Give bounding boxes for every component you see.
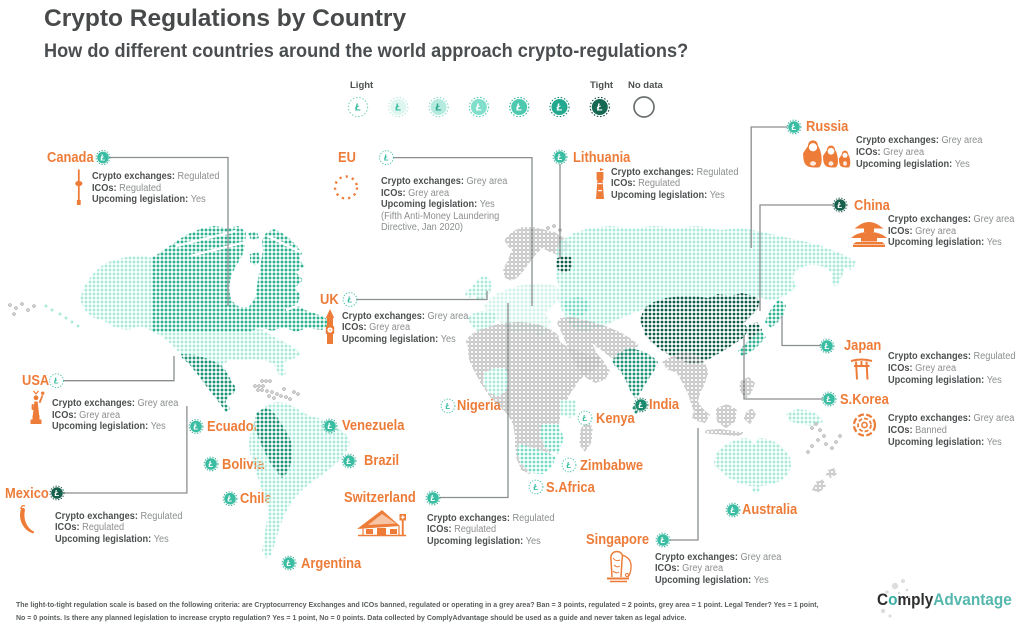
svg-text:Ł: Ł <box>445 402 451 411</box>
svg-text:Ł: Ł <box>826 395 832 404</box>
svg-text:Ł: Ł <box>638 401 644 410</box>
svg-text:Ł: Ł <box>837 201 843 210</box>
svg-text:Ł: Ł <box>394 103 401 114</box>
svg-text:Ł: Ł <box>54 489 60 498</box>
svg-text:Ł: Ł <box>596 103 603 114</box>
svg-text:Ł: Ł <box>566 461 572 470</box>
svg-text:Ł: Ł <box>515 103 522 114</box>
svg-text:Ł: Ł <box>100 154 106 163</box>
svg-text:Ł: Ł <box>208 460 214 469</box>
svg-text:Ł: Ł <box>53 377 59 386</box>
svg-text:Ł: Ł <box>660 536 666 545</box>
svg-text:Ł: Ł <box>383 154 389 163</box>
svg-text:Ł: Ł <box>347 296 353 305</box>
svg-text:Ł: Ł <box>730 506 736 515</box>
svg-text:Ł: Ł <box>582 414 588 423</box>
svg-text:Ł: Ł <box>193 423 199 432</box>
svg-text:Ł: Ł <box>354 103 361 114</box>
svg-text:Ł: Ł <box>533 483 539 492</box>
svg-text:Ł: Ł <box>327 422 333 431</box>
svg-text:Ł: Ł <box>430 494 436 503</box>
svg-text:Ł: Ł <box>227 495 233 504</box>
svg-text:Ł: Ł <box>557 153 563 162</box>
svg-text:Ł: Ł <box>435 103 442 114</box>
svg-text:Ł: Ł <box>791 123 797 132</box>
svg-text:Ł: Ł <box>286 559 292 568</box>
svg-text:Ł: Ł <box>555 103 562 114</box>
svg-text:Ł: Ł <box>824 342 830 351</box>
svg-text:Ł: Ł <box>475 103 482 114</box>
svg-text:Ł: Ł <box>346 457 352 466</box>
